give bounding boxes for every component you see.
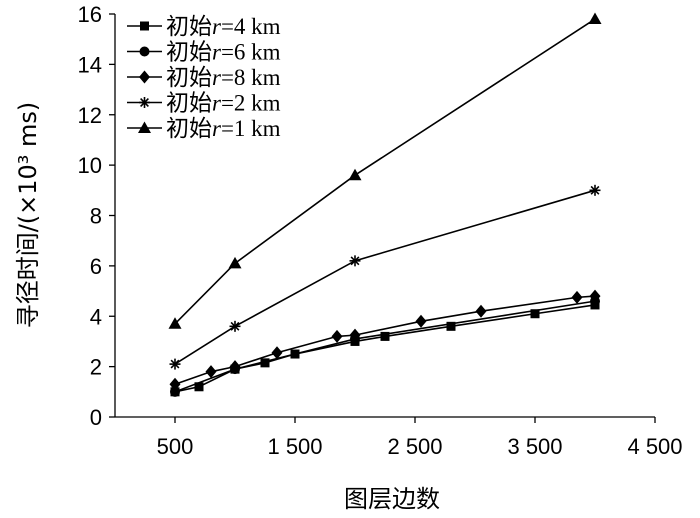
legend-label: 初始r=6 km bbox=[166, 40, 281, 65]
data-point-diamond bbox=[415, 314, 427, 328]
legend-label: 初始r=1 km bbox=[166, 116, 281, 141]
data-point-circle bbox=[139, 46, 150, 57]
y-tick-label: 14 bbox=[78, 52, 102, 77]
series-group bbox=[168, 12, 602, 397]
data-point-triangle bbox=[138, 121, 151, 133]
x-tick-label: 1 500 bbox=[267, 434, 322, 459]
data-point-diamond bbox=[139, 70, 150, 84]
data-point-diamond bbox=[349, 328, 361, 342]
data-point-star bbox=[139, 97, 150, 108]
axes bbox=[109, 13, 656, 423]
data-point-star bbox=[589, 184, 601, 196]
data-point-diamond bbox=[271, 346, 283, 360]
series-line bbox=[174, 300, 596, 393]
x-axis-label: 图层边数 bbox=[344, 485, 440, 513]
data-point-square bbox=[260, 358, 270, 368]
series-line bbox=[174, 18, 596, 325]
data-point-square bbox=[194, 382, 204, 392]
series-circle bbox=[170, 296, 600, 397]
legend-entry: 初始r=6 km bbox=[127, 40, 281, 65]
y-tick-label: 12 bbox=[78, 103, 102, 128]
y-tick-label: 4 bbox=[90, 304, 102, 329]
data-point-triangle bbox=[168, 317, 182, 329]
series-line bbox=[174, 189, 596, 365]
x-tick-label: 2 500 bbox=[387, 434, 442, 459]
data-point-triangle bbox=[588, 12, 602, 25]
data-point-circle bbox=[170, 386, 180, 397]
y-tick-label: 16 bbox=[78, 2, 102, 27]
legend-label: 初始r=2 km bbox=[166, 91, 281, 116]
legend-label: 初始r=8 km bbox=[166, 65, 281, 90]
data-point-star bbox=[229, 320, 241, 332]
data-point-square bbox=[530, 309, 540, 319]
y-tick-label: 8 bbox=[90, 204, 102, 229]
data-point-diamond bbox=[571, 290, 583, 304]
y-tick-label: 10 bbox=[78, 153, 102, 178]
series-triangle bbox=[168, 12, 602, 329]
series-diamond bbox=[169, 289, 601, 391]
data-point-diamond bbox=[205, 365, 217, 379]
data-point-diamond bbox=[589, 289, 601, 303]
x-tick-label: 500 bbox=[157, 434, 194, 459]
x-tick-label: 4 500 bbox=[627, 434, 682, 459]
data-point-square bbox=[446, 321, 456, 331]
data-point-triangle bbox=[348, 168, 362, 181]
y-tick-label: 6 bbox=[90, 254, 102, 279]
y-tick-label: 0 bbox=[90, 405, 102, 430]
legend-entry: 初始r=4 km bbox=[127, 14, 281, 39]
y-axis-label: 寻径时间/(×10³ ms) bbox=[14, 102, 42, 329]
data-point-diamond bbox=[331, 329, 343, 343]
data-point-diamond bbox=[475, 304, 487, 318]
legend-entry: 初始r=8 km bbox=[127, 65, 281, 90]
data-point-star bbox=[169, 358, 181, 370]
data-point-diamond bbox=[229, 360, 241, 374]
series-line bbox=[174, 304, 596, 393]
x-tick-label: 3 500 bbox=[507, 434, 562, 459]
data-point-square bbox=[380, 331, 390, 341]
series-star bbox=[169, 184, 601, 370]
legend-label: 初始r=4 km bbox=[166, 14, 281, 39]
legend-entry: 初始r=2 km bbox=[127, 91, 281, 116]
legend-entry: 初始r=1 km bbox=[127, 116, 281, 141]
data-point-diamond bbox=[169, 377, 181, 391]
series-line bbox=[174, 295, 596, 386]
data-point-square bbox=[140, 21, 149, 31]
series-square bbox=[170, 300, 600, 397]
tick-labels: 0 2 4 6 8 10 12 14 16 500 1 500 2 500 3 500 4 500 bbox=[78, 2, 683, 459]
y-tick-label: 2 bbox=[90, 355, 102, 380]
data-point-star bbox=[349, 255, 361, 267]
data-point-triangle bbox=[228, 256, 242, 269]
